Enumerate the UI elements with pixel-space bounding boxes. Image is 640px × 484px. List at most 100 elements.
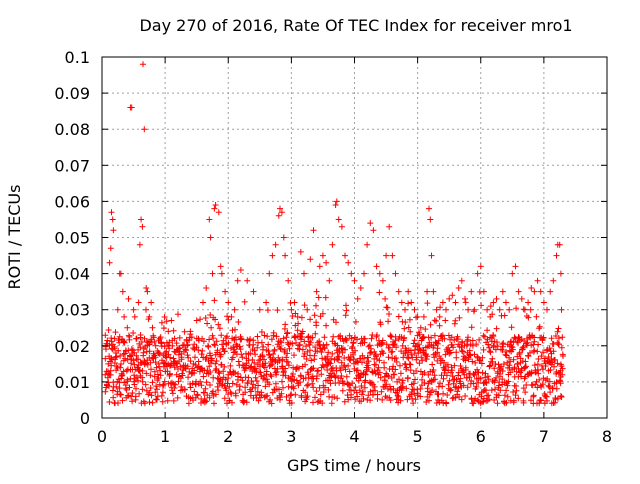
data-point-marker	[183, 347, 189, 354]
data-point-marker	[123, 367, 130, 374]
data-point-marker	[339, 387, 346, 394]
data-point-marker	[276, 386, 282, 393]
data-point-marker	[509, 270, 516, 277]
data-point-marker	[224, 333, 230, 340]
data-point-marker	[512, 392, 519, 399]
data-point-marker	[215, 209, 222, 216]
data-point-marker	[550, 348, 557, 355]
data-point-marker	[536, 323, 543, 330]
data-point-marker	[515, 334, 522, 340]
data-point-marker	[118, 373, 125, 379]
data-point-marker	[434, 345, 441, 352]
data-point-marker	[232, 392, 239, 399]
data-point-marker	[260, 343, 267, 350]
data-point-marker	[433, 400, 440, 406]
data-point-marker	[237, 346, 244, 353]
data-point-marker	[233, 381, 240, 388]
data-point-marker	[338, 223, 345, 230]
data-point-marker	[499, 341, 506, 348]
data-point-marker	[253, 378, 260, 384]
data-point-marker	[297, 248, 304, 255]
data-point-marker	[329, 350, 336, 357]
data-point-marker	[455, 285, 462, 291]
data-points	[102, 61, 566, 407]
data-point-marker	[187, 358, 194, 365]
data-point-marker	[535, 370, 542, 377]
data-point-marker	[325, 386, 332, 393]
data-point-marker	[284, 329, 291, 336]
data-point-marker	[153, 396, 160, 403]
data-point-marker	[396, 376, 402, 383]
data-point-marker	[426, 205, 432, 212]
y-tick-label: 0.09	[54, 84, 90, 103]
data-point-marker	[310, 365, 317, 372]
data-point-marker	[365, 364, 372, 371]
data-point-marker	[554, 328, 561, 335]
data-point-marker	[210, 388, 216, 395]
data-point-marker	[415, 341, 422, 348]
data-point-marker	[418, 354, 425, 361]
data-point-marker	[556, 241, 563, 248]
data-point-marker	[453, 354, 460, 361]
data-point-marker	[416, 331, 423, 338]
data-point-marker	[275, 212, 282, 219]
data-point-marker	[490, 333, 497, 340]
data-point-marker	[128, 104, 135, 111]
data-point-marker	[402, 306, 408, 313]
data-point-marker	[280, 335, 287, 342]
data-point-marker	[553, 252, 560, 259]
data-point-marker	[548, 355, 555, 362]
data-point-marker	[486, 344, 493, 351]
data-point-marker	[312, 394, 318, 401]
data-point-marker	[278, 390, 285, 397]
data-point-marker	[464, 336, 471, 343]
data-point-marker	[264, 307, 271, 314]
data-point-marker	[446, 295, 453, 302]
data-point-marker	[430, 342, 437, 349]
data-point-marker	[355, 377, 362, 384]
data-point-marker	[374, 391, 381, 398]
data-point-marker	[247, 350, 254, 357]
data-point-marker	[283, 334, 290, 341]
data-point-marker	[250, 337, 257, 344]
data-point-marker	[475, 379, 482, 386]
data-point-marker	[271, 356, 278, 363]
data-point-marker	[491, 365, 498, 372]
data-point-marker	[115, 400, 121, 406]
data-point-marker	[440, 375, 447, 382]
data-point-marker	[270, 329, 277, 336]
data-point-marker	[200, 373, 207, 380]
data-point-marker	[391, 355, 398, 362]
data-point-marker	[164, 397, 171, 404]
data-point-marker	[143, 285, 150, 291]
data-point-marker	[398, 384, 405, 391]
data-point-marker	[271, 346, 278, 353]
data-point-marker	[144, 288, 151, 295]
data-point-marker	[419, 357, 426, 364]
data-point-marker	[149, 379, 156, 386]
x-tick-label: 0	[97, 427, 107, 446]
data-point-marker	[299, 328, 306, 335]
data-point-marker	[185, 374, 192, 381]
y-tick-label: 0	[80, 409, 90, 428]
data-point-marker	[161, 343, 168, 350]
data-point-marker	[444, 361, 451, 368]
data-point-marker	[332, 202, 339, 208]
data-point-marker	[151, 368, 158, 375]
data-point-marker	[554, 395, 561, 402]
data-point-marker	[250, 288, 257, 295]
data-point-marker	[500, 361, 507, 368]
data-point-marker	[336, 353, 343, 360]
data-point-marker	[388, 375, 395, 381]
data-point-marker	[468, 324, 475, 331]
data-point-marker	[497, 387, 504, 394]
data-point-marker	[302, 361, 309, 368]
data-point-marker	[342, 252, 348, 259]
data-point-marker	[321, 345, 328, 352]
data-point-marker	[299, 334, 305, 340]
data-point-marker	[478, 302, 485, 309]
data-point-marker	[284, 330, 290, 337]
data-point-marker	[386, 223, 393, 230]
data-point-marker	[211, 297, 218, 304]
data-point-marker	[235, 358, 242, 365]
